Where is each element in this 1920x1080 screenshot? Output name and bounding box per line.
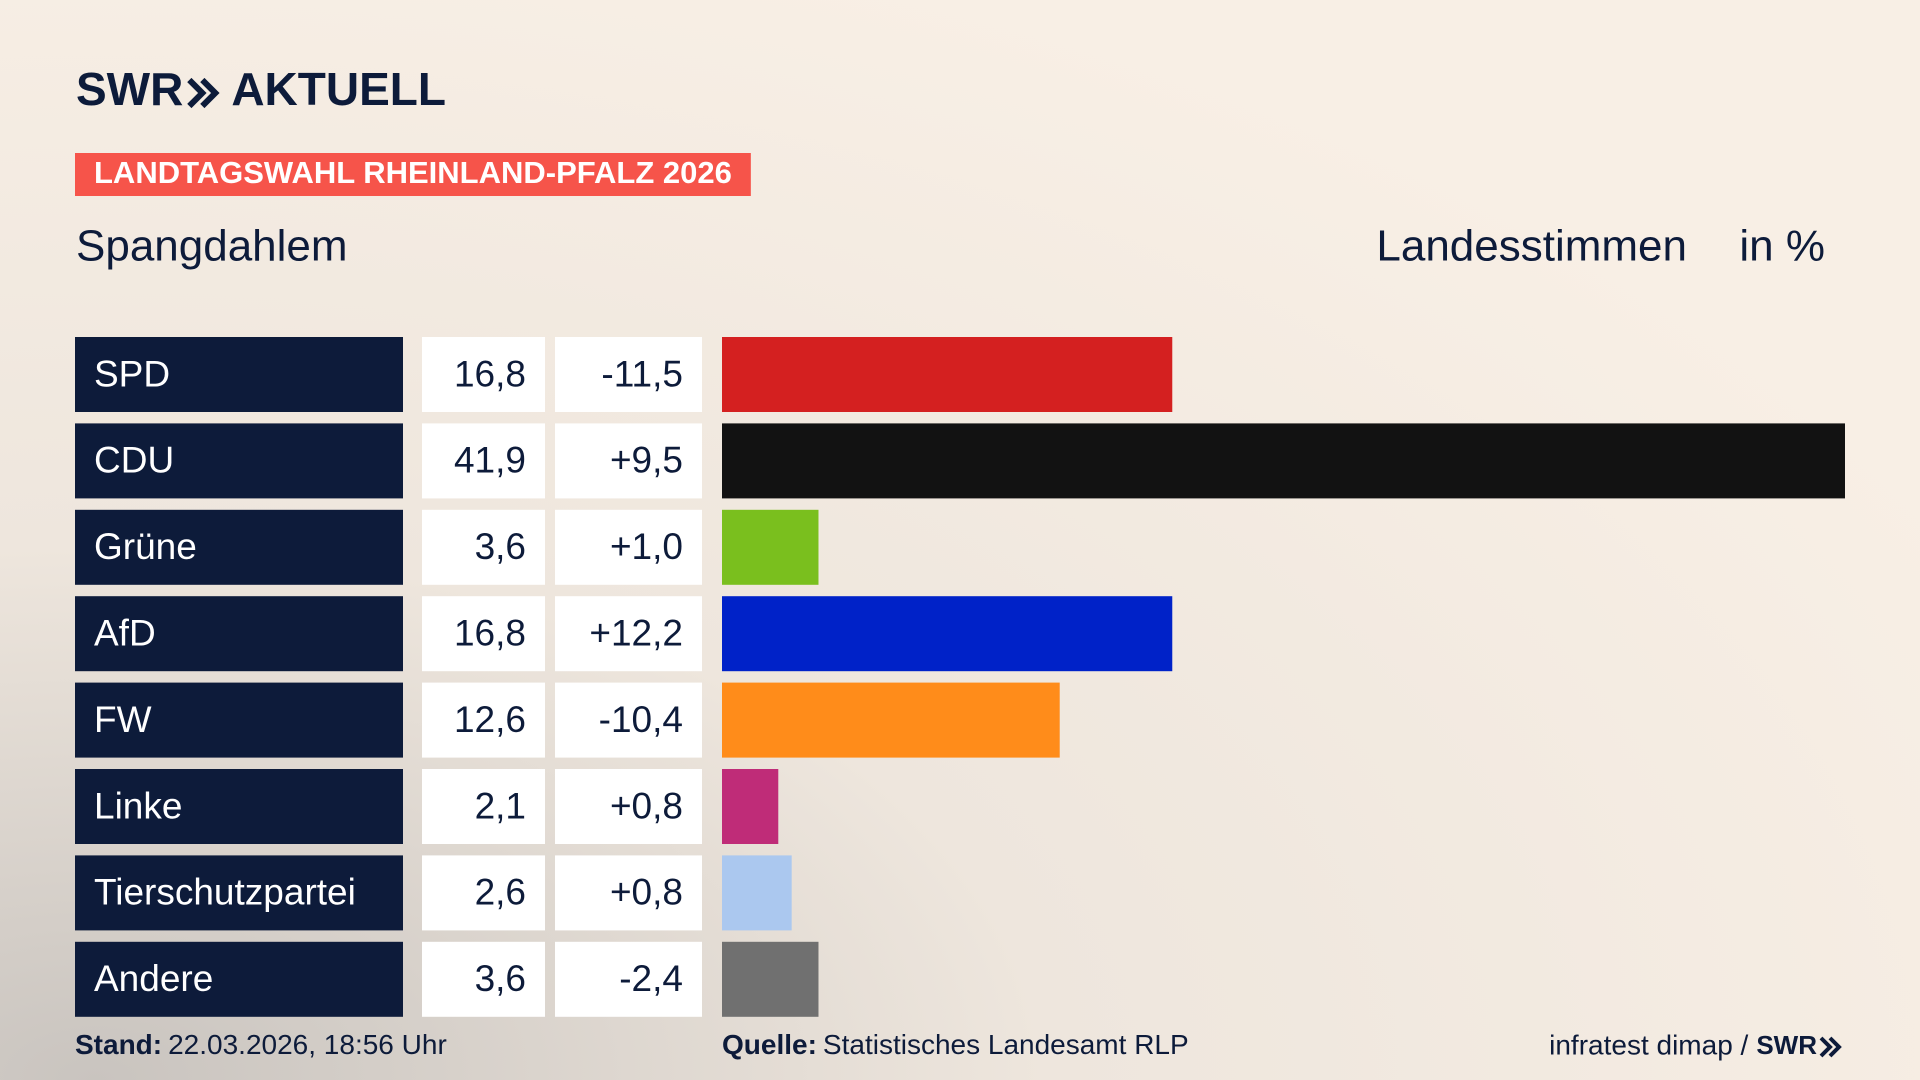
bar xyxy=(722,941,819,1017)
credit-brand: SWR xyxy=(1756,1030,1817,1060)
product: AKTUELL xyxy=(231,63,446,115)
party-box xyxy=(75,596,403,672)
change-box xyxy=(555,423,702,499)
measure: Landesstimmen xyxy=(1376,222,1687,271)
value-label: 12,6 xyxy=(454,699,526,740)
value-label: 41,9 xyxy=(454,440,526,481)
party-box xyxy=(75,509,403,585)
party-name: CDU xyxy=(94,440,174,481)
source: Quelle: Statistisches Landesamt RLP xyxy=(722,1029,1189,1060)
party-box xyxy=(75,769,403,844)
value-label: 16,8 xyxy=(454,612,526,653)
change-box xyxy=(555,337,702,412)
change-box xyxy=(555,509,702,585)
change-box xyxy=(555,596,702,672)
bar xyxy=(722,769,779,844)
credit: infratest dimap / xyxy=(1549,1029,1748,1060)
change-label: +0,8 xyxy=(610,785,683,826)
bar xyxy=(722,509,819,585)
value-box xyxy=(422,509,545,585)
value-label: 3,6 xyxy=(475,526,526,567)
party-name: Tierschutzpartei xyxy=(94,872,356,913)
value-box xyxy=(422,596,545,672)
unit: in % xyxy=(1739,222,1825,271)
party-box xyxy=(75,423,403,499)
change-box xyxy=(555,769,702,844)
bar xyxy=(722,596,1173,672)
brand-chevrons xyxy=(187,77,220,109)
change-box xyxy=(555,682,702,758)
bar xyxy=(722,337,1173,412)
party-name: Andere xyxy=(94,958,213,999)
party-name: SPD xyxy=(94,353,170,394)
bar xyxy=(722,855,792,931)
kicker-banner xyxy=(75,153,751,196)
bar xyxy=(722,682,1060,758)
party-name: FW xyxy=(94,699,152,740)
value-box xyxy=(422,337,545,412)
party-box xyxy=(75,682,403,758)
value-box xyxy=(422,423,545,499)
value-box xyxy=(422,855,545,931)
change-label: +12,2 xyxy=(589,612,683,653)
source-label: Quelle: xyxy=(722,1029,817,1060)
party-name: Grüne xyxy=(94,526,197,567)
rows: SPD 16,8 -11,5 CDU 41,9 +9,5 Grüne 3,6 +1,0 AfD 16… xyxy=(75,337,1845,1017)
value-label: 2,6 xyxy=(475,872,526,913)
stand-label: Stand: xyxy=(75,1029,162,1060)
party-name: Linke xyxy=(94,785,182,826)
value-label: 16,8 xyxy=(454,353,526,394)
change-label: +1,0 xyxy=(610,526,683,567)
change-label: +9,5 xyxy=(610,440,683,481)
change-box xyxy=(555,855,702,931)
value-box xyxy=(422,941,545,1017)
stand: Stand: 22.03.2026, 18:56 Uhr xyxy=(75,1029,447,1060)
change-label: -11,5 xyxy=(601,353,683,394)
value-label: 2,1 xyxy=(475,785,526,826)
party-box xyxy=(75,855,403,931)
value-label: 3,6 xyxy=(475,958,526,999)
brand: SWR xyxy=(76,63,183,115)
change-label: -10,4 xyxy=(599,699,683,740)
change-label: -2,4 xyxy=(619,958,683,999)
party-name: AfD xyxy=(94,612,156,653)
kicker: LANDTAGSWAHL RHEINLAND-PFALZ 2026 xyxy=(94,155,732,190)
value-box xyxy=(422,769,545,844)
change-label: +0,8 xyxy=(610,872,683,913)
party-box xyxy=(75,337,403,412)
party-box xyxy=(75,941,403,1017)
stand-value: 22.03.2026, 18:56 Uhr xyxy=(168,1029,447,1060)
source-value: Statistisches Landesamt RLP xyxy=(823,1029,1189,1060)
credit-chevrons xyxy=(1819,1036,1842,1058)
value-box xyxy=(422,682,545,758)
bar xyxy=(722,423,1845,499)
chart-title: Spangdahlem xyxy=(76,222,348,271)
change-box xyxy=(555,941,702,1017)
